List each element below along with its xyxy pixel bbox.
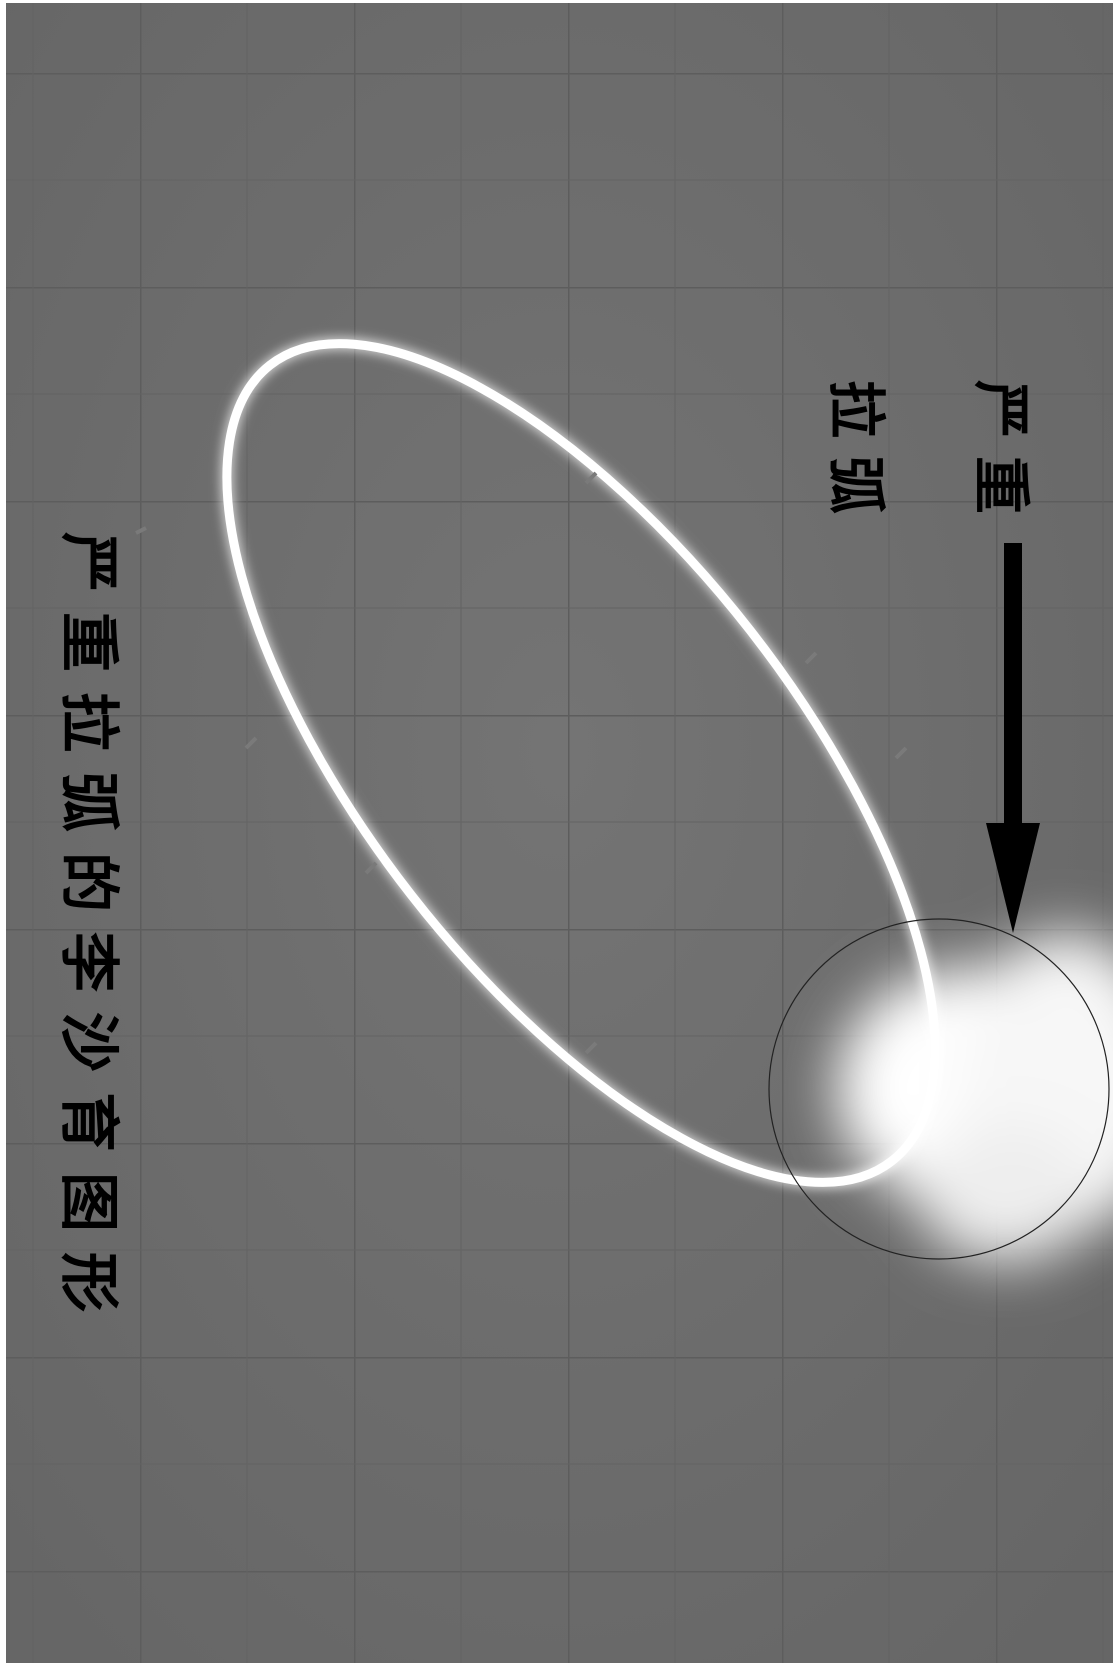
arrow <box>986 543 1040 933</box>
arc-highlight-circle <box>768 918 1110 1260</box>
figure-caption: 严重拉弧的李沙育图形 <box>53 532 123 1332</box>
oscilloscope-grid <box>6 3 1113 1663</box>
ring-gaps <box>135 471 908 1055</box>
lissajous-ellipse <box>222 339 940 1187</box>
arrow-label-line1: 严重 <box>967 380 1035 533</box>
oscilloscope-photo <box>6 3 1113 1663</box>
arrow-label-line2: 拉弧 <box>822 380 890 533</box>
